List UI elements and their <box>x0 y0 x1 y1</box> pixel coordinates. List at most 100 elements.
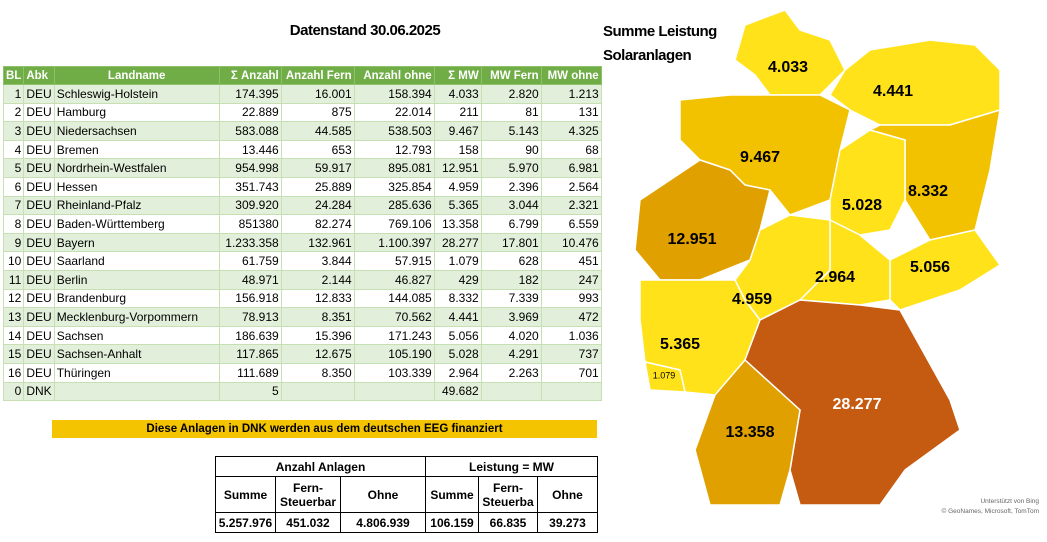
cell: 2.964 <box>433 362 482 383</box>
cell: 2 <box>2 102 25 123</box>
column-header: Landname <box>53 66 220 85</box>
cell: 1 <box>2 84 25 104</box>
cell <box>540 381 602 402</box>
column-header: Summe <box>425 476 479 513</box>
cell: 429 <box>433 269 482 290</box>
cell: Brandenburg <box>53 288 220 309</box>
cell: 132.961 <box>280 232 355 253</box>
cell: Mecklenburg-Vorpommern <box>53 307 220 327</box>
state-region <box>889 229 1001 311</box>
cell: 5.028 <box>433 344 482 364</box>
table-row: 5 DEU Nordrhein-Westfalen 954.998 59.917 895.… <box>2 158 602 178</box>
cell: 12.833 <box>280 288 355 309</box>
summary-value: 39.273 <box>537 512 598 533</box>
table-row: 9 DEU Bayern 1.233.358 132.961 1.100.397 28.27… <box>2 232 602 253</box>
state-label: 4.959 <box>732 291 772 308</box>
table-row: 13 DEU Mecklenburg-Vorpommern 78.913 8.351 70… <box>2 307 602 327</box>
cell: 1.036 <box>540 325 602 346</box>
cell: Schleswig-Holstein <box>53 84 220 104</box>
cell: 7.339 <box>480 288 542 309</box>
cell: 90 <box>480 139 542 160</box>
cell: 9.467 <box>433 121 482 141</box>
cell: DEU <box>23 195 55 216</box>
table-row: 2 DEU Hamburg 22.889 875 22.014 211 81 131 <box>2 102 602 123</box>
cell: 10 <box>2 251 25 271</box>
cell: 993 <box>540 288 602 309</box>
summary-value: 4.806.939 <box>340 512 426 533</box>
cell: 4.959 <box>433 176 482 197</box>
cell: 6.981 <box>540 158 602 178</box>
map-title: Summe Leistung Solaranlagen <box>603 20 717 68</box>
cell: 451 <box>540 251 602 271</box>
state-label: 5.028 <box>842 197 882 214</box>
cell: 583.088 <box>218 121 282 141</box>
cell: DEU <box>23 139 55 160</box>
table-row: 0 DNK 5 49.682 <box>2 381 602 402</box>
cell: 3 <box>2 121 25 141</box>
map-title-line: Solaranlagen <box>603 47 692 64</box>
cell: 22.889 <box>218 102 282 123</box>
cell: 10.476 <box>540 232 602 253</box>
cell: 5.365 <box>433 195 482 216</box>
header-line: Summe <box>430 487 474 502</box>
cell: Hessen <box>53 176 220 197</box>
table-row: 3 DEU Niedersachsen 583.088 44.585 538.503 9.4… <box>2 121 602 141</box>
cell: 538.503 <box>353 121 435 141</box>
cell: 14 <box>2 325 25 346</box>
cell: Hamburg <box>53 102 220 123</box>
state-label: 28.277 <box>833 396 882 413</box>
map-title-line: Summe Leistung <box>603 23 717 40</box>
cell: DEU <box>23 102 55 123</box>
cell: 653 <box>280 139 355 160</box>
state-region <box>694 359 801 506</box>
table-row: 8 DEU Baden-Württemberg 851380 82.274 769.106… <box>2 214 602 234</box>
cell: 628 <box>480 251 542 271</box>
cell: DEU <box>23 176 55 197</box>
cell: 851380 <box>218 214 282 234</box>
cell: DEU <box>23 325 55 346</box>
cell: Bremen <box>53 139 220 160</box>
cell: 12.675 <box>280 344 355 364</box>
cell: 8.351 <box>280 307 355 327</box>
cell: 144.085 <box>353 288 435 309</box>
table-row: 1 DEU Schleswig-Holstein 174.395 16.001 158.3… <box>2 84 602 104</box>
cell: 16.001 <box>280 84 355 104</box>
cell: 285.636 <box>353 195 435 216</box>
cell: 4.325 <box>540 121 602 141</box>
state-label: 5.365 <box>660 336 700 353</box>
attribution: Unterstützt von Bing © GeoNames, Microsof… <box>942 497 1040 517</box>
cell: 158 <box>433 139 482 160</box>
cell: DEU <box>23 362 55 383</box>
table-row: 11 DEU Berlin 48.971 2.144 46.827 429 182 247 <box>2 269 602 290</box>
cell: 156.918 <box>218 288 282 309</box>
cell: 0 <box>2 381 25 402</box>
cell: 12.951 <box>433 158 482 178</box>
cell: 769.106 <box>353 214 435 234</box>
cell: 16 <box>2 362 25 383</box>
column-header: Summe <box>215 476 276 513</box>
header-line: Summe <box>223 487 268 502</box>
state-label: 2.964 <box>815 269 855 286</box>
table-row: 6 DEU Hessen 351.743 25.889 325.854 4.959 2.396… <box>2 176 602 197</box>
cell: 5.143 <box>480 121 542 141</box>
cell: 472 <box>540 307 602 327</box>
cell: 57.915 <box>353 251 435 271</box>
title: Datenstand 30.06.2025 <box>289 22 441 39</box>
column-header: MW ohne <box>540 66 602 85</box>
cell: DEU <box>23 84 55 104</box>
header-line: Fern- <box>293 480 323 495</box>
cell: 5.056 <box>433 325 482 346</box>
state-region <box>644 361 686 393</box>
cell: 211 <box>433 102 482 123</box>
column-header: Anzahl Fern <box>280 66 355 85</box>
header-line: Fern- <box>493 480 523 495</box>
cell: 5.970 <box>480 158 542 178</box>
column-header: Σ MW <box>433 66 482 85</box>
cell: 6 <box>2 176 25 197</box>
cell: 82.274 <box>280 214 355 234</box>
state-label: 13.358 <box>726 424 775 441</box>
cell: 24.284 <box>280 195 355 216</box>
cell: Rheinland-Pfalz <box>53 195 220 216</box>
cell: DNK <box>23 381 55 402</box>
cell: 325.854 <box>353 176 435 197</box>
